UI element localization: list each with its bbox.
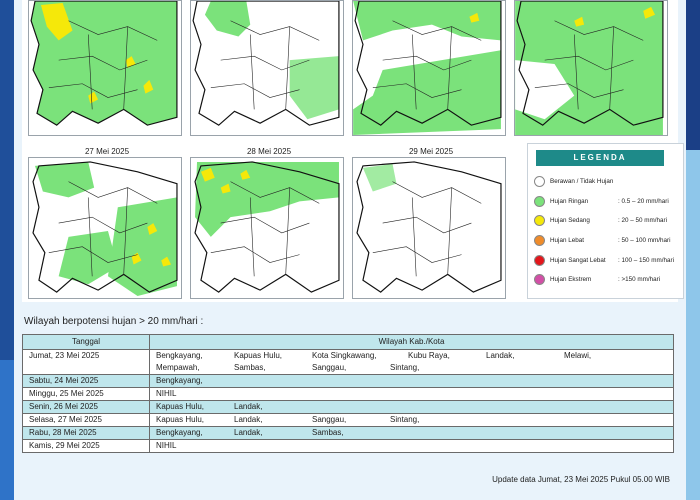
table-row: Selasa, 27 Mei 2025 Kapuas Hulu, Landak, Sa… — [22, 413, 674, 427]
forecast-sheet: 27 Mei 2025 28 Mei 2025 29 Mei 2025 — [14, 0, 686, 500]
legend-label: Hujan Ringan — [550, 198, 589, 205]
table-row: Minggu, 25 Mei 2025 NIHIL — [22, 387, 674, 401]
legend-label: Hujan Ekstrem — [550, 276, 592, 283]
legend-range: : 0.5 – 20 mm/hari — [618, 198, 669, 205]
legend-swatch — [534, 255, 545, 266]
legend-item: Hujan Ekstrem : >150 mm/hari — [534, 273, 684, 287]
legend-item: Hujan Ringan : 0.5 – 20 mm/hari — [534, 195, 684, 209]
rain-region-table: Tanggal Wilayah Kab./Kota Jumat, 23 Mei … — [22, 334, 674, 453]
table-header-row: Tanggal Wilayah Kab./Kota — [22, 334, 674, 350]
table-row: Senin, 26 Mei 2025 Kapuas Hulu, Landak, — [22, 400, 674, 414]
legend-box: LEGENDA Berawan / Tidak Hujan Hujan Ring… — [527, 143, 684, 299]
region-name: Mempawah, — [156, 363, 200, 372]
legend-label: Hujan Lebat — [550, 237, 584, 244]
legend-swatch — [534, 274, 545, 285]
table-row: Rabu, 28 Mei 2025 Bengkayang, Landak, Samba… — [22, 426, 674, 440]
region-name: NIHIL — [156, 389, 177, 398]
legend-swatch — [534, 196, 545, 207]
map-29-mei — [352, 157, 506, 299]
rain-map-svg — [191, 1, 343, 135]
map-date-label: 28 Mei 2025 — [246, 147, 292, 156]
region-name: Sintang, — [390, 415, 420, 424]
map-27-mei — [28, 157, 182, 299]
map-24-mei — [190, 0, 344, 136]
row-regions: Bengkayang, — [149, 374, 674, 388]
legend-range: : >150 mm/hari — [618, 276, 661, 283]
row-date: Selasa, 27 Mei 2025 — [22, 413, 150, 427]
rain-map-svg — [353, 1, 505, 135]
right-edge-band — [686, 0, 700, 500]
row-regions: Bengkayang, Landak, Sambas, — [149, 426, 674, 440]
legend-range: : 20 – 50 mm/hari — [618, 217, 667, 224]
region-name: Kapuas Hulu, — [234, 351, 283, 360]
row-date: Kamis, 29 Mei 2025 — [22, 439, 150, 453]
legend-swatch — [534, 215, 545, 226]
row-date: Rabu, 28 Mei 2025 — [22, 426, 150, 440]
row-regions: Kapuas Hulu, Landak, — [149, 400, 674, 414]
section-title: Wilayah berpotensi hujan > 20 mm/hari : — [24, 316, 204, 327]
table-row: Jumat, 23 Mei 2025 Bengkayang, Kapuas Hulu… — [22, 349, 674, 375]
row-regions: NIHIL — [149, 387, 674, 401]
region-name: Bengkayang, — [156, 351, 203, 360]
legend-label: Hujan Sedang — [550, 217, 590, 224]
map-date-label: 27 Mei 2025 — [84, 147, 130, 156]
map-23-mei — [28, 0, 182, 136]
map-25-mei — [352, 0, 506, 136]
row-date: Jumat, 23 Mei 2025 — [22, 349, 150, 375]
row-date: Sabtu, 24 Mei 2025 — [22, 374, 150, 388]
rain-map-svg — [29, 158, 181, 298]
rain-map-svg — [191, 158, 343, 298]
region-name: Kapuas Hulu, — [156, 415, 205, 424]
legend-swatch — [534, 176, 545, 187]
update-footer: Update data Jumat, 23 Mei 2025 Pukul 05.… — [492, 475, 670, 484]
legend-item: Hujan Sedang : 20 – 50 mm/hari — [534, 214, 684, 228]
legend-label: Berawan / Tidak Hujan — [550, 178, 614, 185]
region-name: Landak, — [486, 351, 515, 360]
region-name: Landak, — [234, 415, 263, 424]
row-regions: Bengkayang, Kapuas Hulu, Kota Singkawang, K… — [149, 349, 674, 375]
region-name: Sanggau, — [312, 363, 347, 372]
legend-item: Berawan / Tidak Hujan — [534, 175, 684, 189]
region-name: Kapuas Hulu, — [156, 402, 205, 411]
rain-map-svg — [515, 1, 667, 135]
region-name: Bengkayang, — [156, 376, 203, 385]
legend-label: Hujan Sangat Lebat — [550, 257, 606, 264]
row-regions: Kapuas Hulu, Landak, Sanggau, Sintang, — [149, 413, 674, 427]
rain-map-svg — [29, 1, 181, 135]
legend-range: : 50 – 100 mm/hari — [618, 237, 671, 244]
rain-map-svg — [353, 158, 505, 298]
table-row: Kamis, 29 Mei 2025 NIHIL — [22, 439, 674, 453]
legend-item: Hujan Sangat Lebat : 100 – 150 mm/hari — [534, 254, 684, 268]
map-panel: 27 Mei 2025 28 Mei 2025 29 Mei 2025 — [22, 0, 684, 302]
legend-item: Hujan Lebat : 50 – 100 mm/hari — [534, 234, 684, 248]
left-edge-band — [0, 0, 14, 500]
map-28-mei — [190, 157, 344, 299]
table-row: Sabtu, 24 Mei 2025 Bengkayang, — [22, 374, 674, 388]
region-name: Sambas, — [234, 363, 266, 372]
region-name: Sanggau, — [312, 415, 347, 424]
region-name: NIHIL — [156, 441, 177, 450]
row-date: Minggu, 25 Mei 2025 — [22, 387, 150, 401]
map-26-mei — [514, 0, 668, 136]
region-name: Bengkayang, — [156, 428, 203, 437]
header-wilayah: Wilayah Kab./Kota — [149, 334, 674, 350]
region-name: Sintang, — [390, 363, 420, 372]
region-name: Landak, — [234, 428, 263, 437]
row-regions: NIHIL — [149, 439, 674, 453]
legend-title: LEGENDA — [536, 150, 664, 166]
header-tanggal: Tanggal — [22, 334, 150, 350]
region-name: Landak, — [234, 402, 263, 411]
region-name: Melawi, — [564, 351, 592, 360]
region-name: Sambas, — [312, 428, 344, 437]
table-body: Jumat, 23 Mei 2025 Bengkayang, Kapuas Hulu… — [22, 349, 674, 453]
region-name: Kubu Raya, — [408, 351, 450, 360]
legend-swatch — [534, 235, 545, 246]
map-date-label: 29 Mei 2025 — [408, 147, 454, 156]
row-date: Senin, 26 Mei 2025 — [22, 400, 150, 414]
region-name: Kota Singkawang, — [312, 351, 377, 360]
legend-range: : 100 – 150 mm/hari — [618, 257, 675, 264]
